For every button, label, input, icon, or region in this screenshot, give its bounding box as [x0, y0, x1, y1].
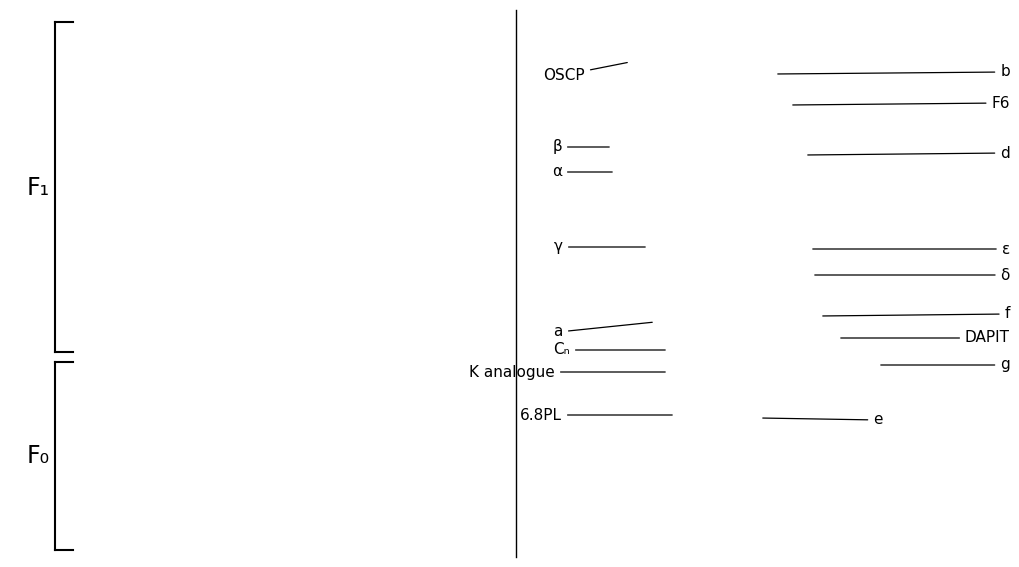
Text: K analogue: K analogue: [469, 365, 664, 379]
Text: DAPIT: DAPIT: [840, 331, 1009, 345]
Text: F₀: F₀: [26, 444, 50, 468]
Text: δ: δ: [814, 268, 1009, 282]
Text: f: f: [822, 307, 1009, 321]
Text: ε: ε: [812, 242, 1009, 256]
Text: a: a: [553, 322, 651, 340]
Text: OSCP: OSCP: [543, 62, 627, 83]
Text: 6.8PL: 6.8PL: [520, 408, 672, 422]
Text: b: b: [777, 65, 1009, 79]
Text: d: d: [807, 146, 1009, 160]
Text: F₁: F₁: [26, 176, 50, 200]
Text: β: β: [551, 139, 608, 154]
Text: F6: F6: [792, 95, 1009, 111]
Text: e: e: [762, 413, 881, 428]
Text: g: g: [880, 358, 1009, 373]
Text: γ: γ: [553, 239, 645, 255]
Text: Cₙ: Cₙ: [552, 342, 664, 358]
Text: α: α: [551, 164, 611, 180]
